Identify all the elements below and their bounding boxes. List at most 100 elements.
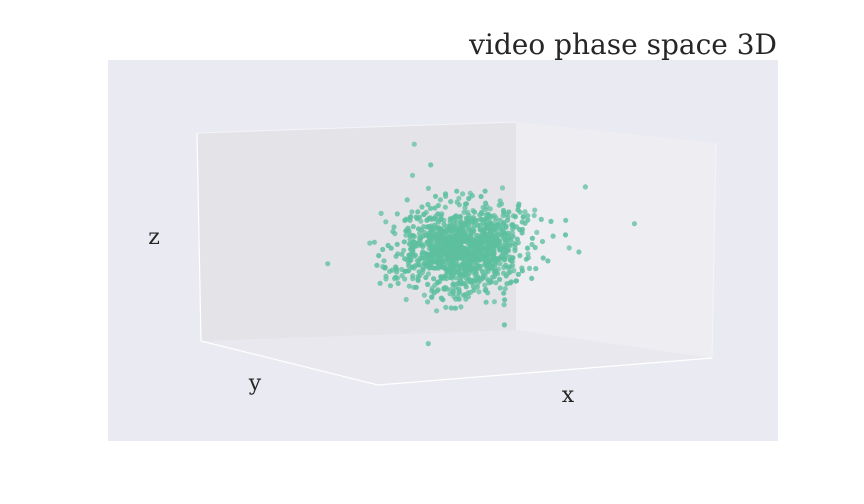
scatter-point	[515, 271, 522, 277]
x-axis-label: x	[562, 383, 575, 408]
scatter-point	[428, 162, 434, 168]
scatter-point	[529, 275, 535, 281]
scatter-point	[459, 238, 465, 244]
scatter-point	[441, 286, 447, 292]
scatter-point	[486, 240, 492, 246]
scatter-point	[476, 264, 482, 270]
scatter-point	[394, 269, 400, 275]
scatter-point	[471, 287, 477, 293]
scatter-point	[441, 262, 447, 268]
scatter-point	[502, 297, 508, 303]
scatter-point	[457, 253, 464, 260]
scatter-point	[496, 202, 502, 208]
scatter-point	[509, 259, 515, 265]
scatter-point	[376, 253, 382, 259]
scatter-point	[437, 197, 443, 203]
scatter-point	[399, 266, 405, 272]
scatter-point	[494, 242, 500, 248]
scatter-point	[499, 185, 506, 191]
scatter-point	[501, 264, 507, 270]
scatter-point	[483, 225, 489, 231]
scatter-point	[454, 188, 460, 194]
scatter-point	[371, 239, 377, 245]
y-axis-label: y	[248, 371, 262, 396]
scatter-point	[516, 201, 522, 207]
scatter-point	[432, 282, 438, 288]
scatter-point	[388, 245, 394, 251]
scatter-point	[477, 212, 483, 218]
scatter-point	[424, 224, 430, 230]
top-edge-line	[196, 121, 517, 134]
scatter-point	[401, 239, 407, 245]
z-axis-label: z	[148, 225, 160, 250]
chart-title: video phase space 3D	[468, 28, 777, 61]
scatter-point	[576, 249, 582, 255]
scatter-point	[505, 233, 511, 239]
scatter-point	[402, 217, 408, 223]
scatter-point	[540, 255, 546, 261]
scatter-point	[456, 202, 462, 208]
scatter-point	[497, 285, 503, 291]
scatter-point	[519, 219, 525, 225]
scatter-point	[470, 283, 476, 289]
scatter-point	[430, 246, 436, 252]
scatter-point	[425, 185, 431, 191]
scatter-point	[394, 211, 400, 217]
scatter-point	[456, 270, 462, 276]
scatter-point	[453, 275, 459, 281]
scatter-point	[422, 260, 428, 266]
scatter-point	[443, 304, 449, 310]
scatter-point	[462, 205, 468, 211]
scatter-point	[411, 233, 417, 239]
scatter-point	[491, 230, 497, 236]
scatter-point	[393, 253, 399, 259]
scatter-point	[406, 260, 412, 266]
scatter-point	[466, 195, 472, 202]
scatter-point	[453, 213, 459, 219]
scatter-point	[430, 265, 436, 271]
scatter-point	[485, 211, 491, 217]
scatter-point	[394, 241, 400, 247]
scatter-point	[483, 216, 489, 222]
scatter-point	[452, 305, 458, 311]
scatter-point	[448, 287, 454, 293]
scatter-point	[457, 214, 463, 220]
scatter-point	[458, 304, 464, 310]
scatter-point	[431, 290, 437, 296]
scatter-point	[519, 230, 525, 236]
scatter-point	[493, 280, 499, 286]
scatter-point	[423, 274, 429, 281]
scatter-point	[468, 234, 474, 241]
scatter-point	[485, 231, 491, 238]
x-axis-line	[377, 357, 713, 386]
scatter-point	[497, 198, 503, 204]
scatter-point	[439, 258, 445, 264]
scatter-point	[511, 268, 517, 274]
scatter-point	[439, 275, 445, 281]
scatter-point	[410, 273, 416, 279]
scatter-point	[479, 247, 485, 253]
scatter-point	[431, 276, 437, 282]
scatter-point	[409, 209, 415, 215]
scatter-point	[452, 249, 458, 255]
scatter-point	[425, 341, 431, 347]
scatter-point	[409, 172, 416, 178]
scatter-point	[383, 276, 389, 282]
scatter-point	[482, 188, 488, 194]
y-axis-line	[200, 340, 379, 386]
scatter-point	[501, 250, 507, 256]
scatter-point	[432, 193, 439, 199]
scatter-point	[476, 257, 482, 263]
scatter-point	[503, 223, 509, 229]
scatter-point	[507, 264, 513, 270]
scatter-point	[406, 253, 412, 259]
scatter-point	[503, 273, 509, 279]
scatter-point	[425, 271, 431, 277]
scatter-point	[450, 282, 456, 288]
scatter-point	[491, 299, 497, 305]
scatter-point	[374, 262, 380, 268]
scatter-point	[478, 193, 484, 200]
scatter-point	[443, 236, 449, 242]
scatter-point	[522, 209, 528, 215]
